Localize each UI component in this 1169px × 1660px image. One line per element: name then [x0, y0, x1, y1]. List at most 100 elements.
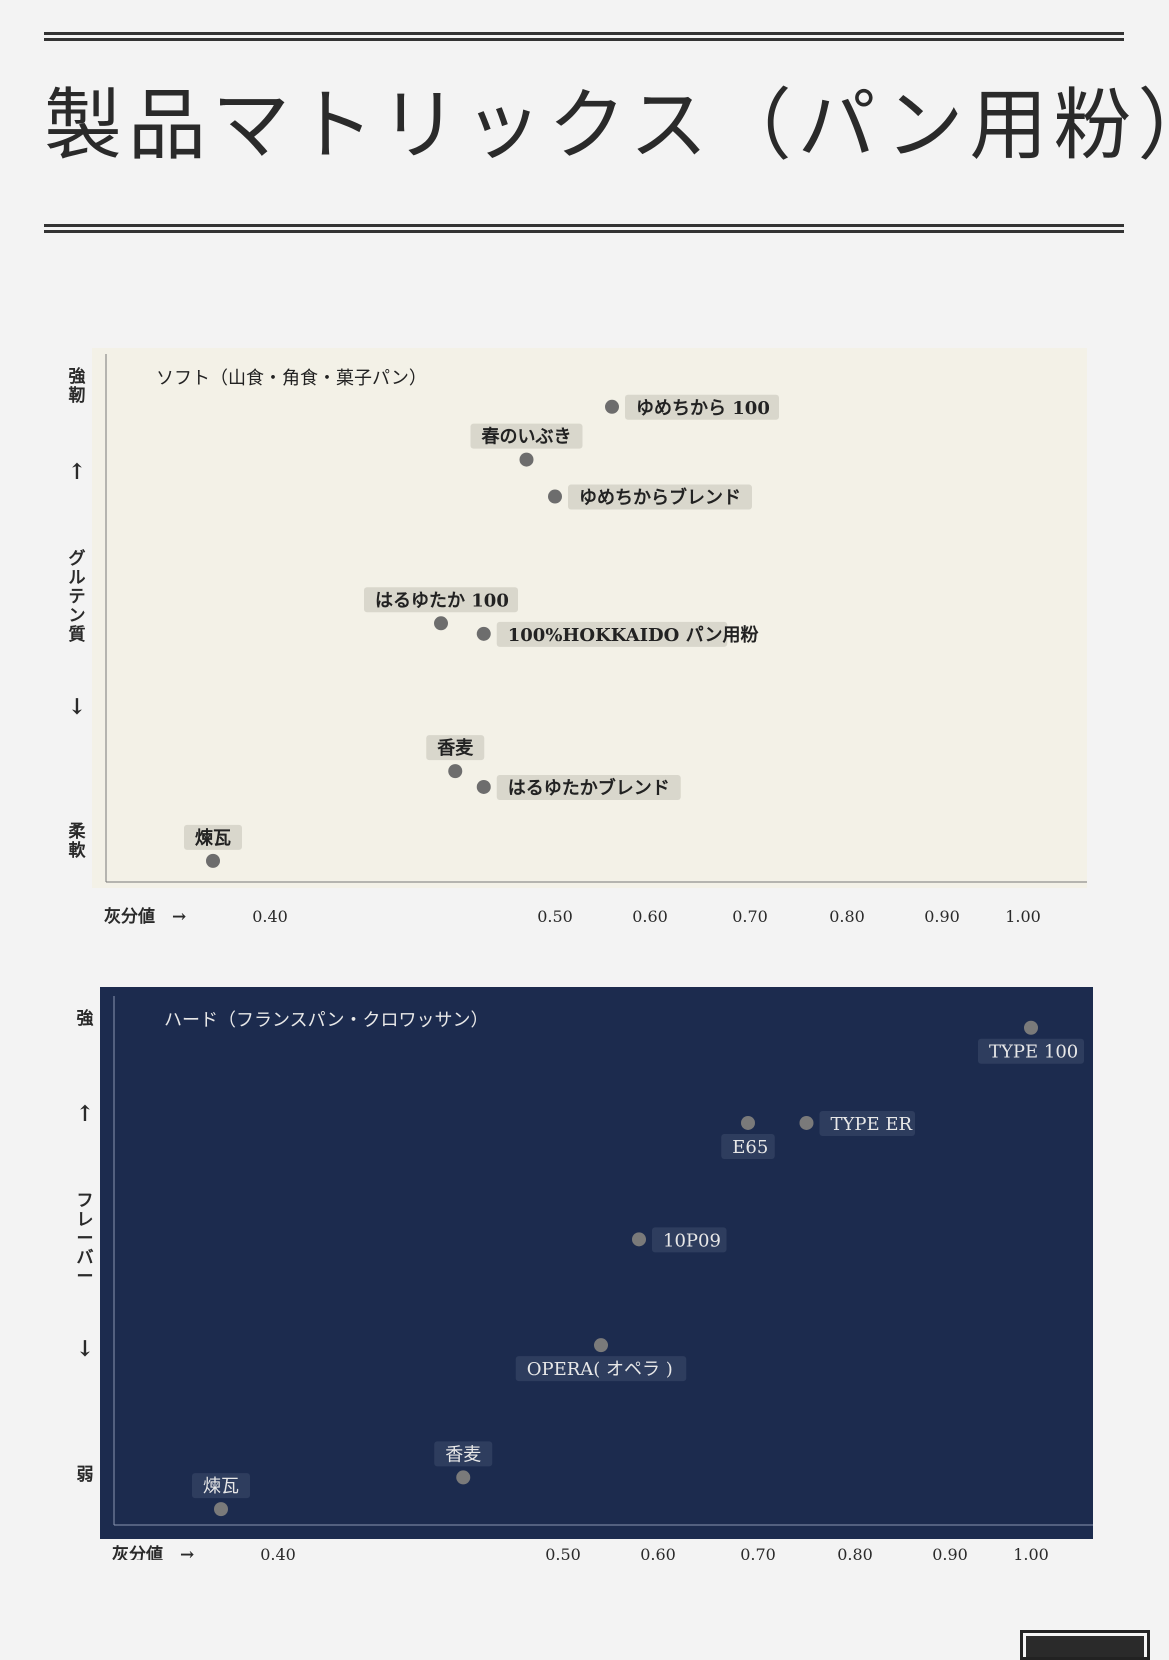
x-tick-label-0-0: 0.40	[252, 907, 288, 926]
data-point-1-0	[1024, 1020, 1038, 1035]
y-axis-label-middle-1: ー	[77, 1267, 94, 1287]
y-axis-label-bottom-0: 軟	[69, 840, 87, 861]
point-label-0-7: 煉瓦	[194, 827, 231, 849]
data-point-1-5	[456, 1470, 471, 1485]
plot-background-1	[100, 987, 1093, 1539]
data-point-1-3	[632, 1232, 646, 1247]
point-label-bg-1-3	[652, 1227, 727, 1253]
x-tick-label-1-5: 0.90	[932, 1545, 968, 1560]
y-axis-label-up-0: ↑	[68, 459, 86, 485]
point-label-0-6: はるゆたかブレンド	[508, 777, 670, 799]
point-label-bg-1-6	[192, 1473, 250, 1499]
data-point-0-0	[605, 399, 619, 414]
point-label-group-0-0: ゆめちから 100	[625, 394, 779, 420]
y-axis-label-top-0: 靭	[69, 385, 86, 406]
title-rule-top	[44, 32, 1124, 41]
x-tick-label-1-6: 1.00	[1013, 1545, 1049, 1560]
point-label-0-5: 香麦	[436, 737, 474, 759]
point-label-group-1-5: 香麦	[434, 1441, 493, 1467]
point-label-group-0-1: 春のいぶき	[470, 423, 583, 449]
point-label-group-1-6: 煉瓦	[192, 1473, 250, 1499]
plot-background-0	[92, 348, 1087, 888]
x-tick-label-1-0: 0.40	[260, 1545, 296, 1560]
point-label-1-2: E65	[732, 1137, 768, 1158]
data-point-0-3	[434, 616, 448, 631]
corner-decoration	[1020, 1630, 1150, 1660]
y-axis-label-bottom-1: 弱	[77, 1465, 94, 1485]
data-point-0-5	[448, 764, 463, 779]
title-rule-bottom	[44, 224, 1124, 233]
x-axis-label-0: 灰分値 →	[104, 906, 186, 927]
page-title: 製品マトリックス（パン用粉）	[44, 81, 1169, 171]
point-label-bg-1-2	[721, 1133, 775, 1159]
data-point-0-7	[206, 853, 220, 868]
point-label-group-0-4: 100%HOKKAIDO パン用粉	[496, 621, 759, 647]
y-axis-label-middle-0: 質	[69, 624, 86, 645]
point-label-group-0-6: はるゆたかブレンド	[496, 774, 681, 800]
y-axis-label-middle-1: レ	[77, 1210, 94, 1230]
point-label-group-1-0: TYPE 100	[978, 1038, 1084, 1064]
y-axis-label-middle-0: テ	[69, 587, 86, 607]
point-label-0-3: はるゆたか 100	[375, 590, 509, 611]
y-axis-label-middle-1: ー	[77, 1229, 94, 1249]
point-label-group-1-4: OPERA( オペラ )	[515, 1356, 687, 1382]
x-tick-label-0-2: 0.60	[632, 907, 668, 926]
data-point-1-4	[594, 1338, 608, 1353]
hard-flour-chart: ハード（フランスパン・クロワッサン） 強 ↑ フレーバー ↓ 弱灰分値 → 0.40 0.50…	[0, 980, 1169, 1560]
x-tick-label-1-4: 0.80	[837, 1545, 873, 1560]
chart-title-1: ハード（フランスパン・クロワッサン）	[164, 1010, 489, 1031]
y-axis-label-middle-1: フ	[77, 1191, 94, 1211]
point-label-group-1-1: TYPE ER	[819, 1110, 915, 1136]
y-axis-label-middle-0: ン	[69, 606, 86, 626]
y-axis-label-up-1: ↑	[76, 1101, 94, 1127]
point-label-bg-1-5	[434, 1441, 493, 1467]
point-label-bg-0-1	[470, 423, 583, 449]
y-axis-label-bottom-0: 柔	[69, 822, 87, 842]
point-label-1-0: TYPE 100	[989, 1042, 1078, 1063]
data-point-0-6	[476, 779, 491, 794]
x-tick-label-0-1: 0.50	[537, 907, 573, 926]
point-label-bg-1-0	[978, 1038, 1084, 1064]
data-point-1-6	[214, 1502, 228, 1517]
point-label-1-6: 煉瓦	[203, 1476, 239, 1497]
point-label-0-1: 春のいぶき	[482, 426, 572, 448]
point-label-group-0-5: 香麦	[426, 735, 485, 761]
point-label-group-1-2: E65	[721, 1133, 775, 1159]
chart-title-0: ソフト（山食・角食・菓子パン）	[156, 368, 427, 389]
data-point-0-2	[548, 489, 562, 504]
point-label-1-5: 香麦	[445, 1444, 481, 1465]
data-point-1-1	[799, 1115, 814, 1130]
point-label-1-4: OPERA( オペラ )	[527, 1359, 673, 1380]
point-label-bg-0-3	[364, 587, 518, 613]
point-label-group-0-3: はるゆたか 100	[364, 587, 518, 613]
y-axis-label-middle-0: グ	[69, 548, 86, 569]
soft-flour-chart: ソフト（山食・角食・菓子パン） 強靭 ↑ グルテン質 ↓ 柔軟灰分値 → 0.40 0.50 0…	[0, 340, 1169, 940]
x-tick-label-1-3: 0.70	[740, 1545, 776, 1560]
y-axis-label-top-0: 強	[69, 366, 86, 387]
y-axis-label-top-1: 強	[77, 1008, 94, 1029]
point-label-bg-0-6	[496, 774, 681, 800]
point-label-1-1: TYPE ER	[831, 1114, 913, 1135]
point-label-0-2: ゆめちからブレンド	[579, 487, 741, 509]
y-axis-label-middle-0: ル	[69, 568, 86, 588]
point-label-group-0-7: 煉瓦	[184, 824, 242, 850]
x-tick-label-0-5: 0.90	[924, 907, 960, 926]
x-axis-label-1: 灰分値 →	[112, 1544, 194, 1560]
x-tick-label-0-6: 1.00	[1005, 907, 1041, 926]
point-label-bg-0-2	[568, 484, 752, 510]
x-tick-label-1-2: 0.60	[640, 1545, 676, 1560]
point-label-group-0-2: ゆめちからブレンド	[568, 484, 752, 510]
x-tick-label-1-1: 0.50	[545, 1545, 581, 1560]
y-axis-label-down-0: ↓	[68, 694, 86, 720]
data-point-1-2	[741, 1115, 755, 1130]
point-label-bg-1-1	[819, 1110, 915, 1136]
data-point-0-1	[519, 452, 534, 467]
point-label-bg-0-7	[184, 824, 242, 850]
point-label-bg-1-4	[515, 1356, 687, 1382]
point-label-0-0: ゆめちから 100	[636, 398, 770, 419]
point-label-bg-0-4	[496, 621, 728, 647]
point-label-bg-0-0	[625, 394, 779, 420]
y-axis-label-middle-1: バ	[77, 1248, 94, 1268]
